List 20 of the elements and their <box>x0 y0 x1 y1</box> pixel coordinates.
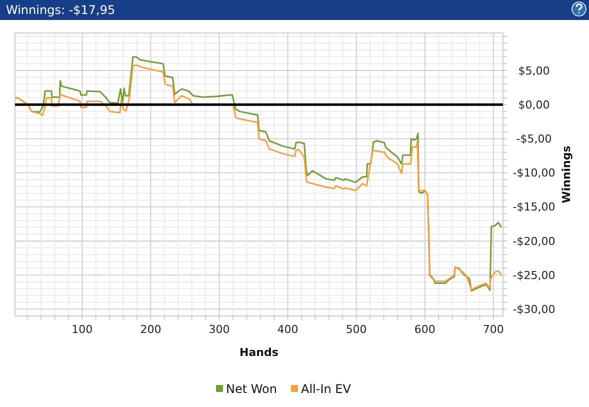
y-tick-label: $5,00 <box>518 64 550 78</box>
x-tick-label: 500 <box>346 323 367 336</box>
y-tick-label: -$25,00 <box>512 268 556 282</box>
legend-label: All-In EV <box>301 382 352 396</box>
x-tick-label: 600 <box>414 323 436 336</box>
x-tick-label: 700 <box>482 323 504 336</box>
x-tick-label: 100 <box>72 323 93 336</box>
legend-label: Net Won <box>226 382 277 396</box>
y-tick-label: -$20,00 <box>512 234 556 248</box>
x-tick-label: 200 <box>140 323 162 336</box>
x-tick-label: 400 <box>277 323 298 336</box>
y-tick-label: -$30,00 <box>512 303 556 316</box>
x-axis-title: Hands <box>240 346 279 359</box>
x-tick-label: 300 <box>208 323 230 336</box>
y-axis-title: Winnings <box>560 145 573 204</box>
y-tick-label: -$10,00 <box>512 166 556 180</box>
y-tick-label: $0,00 <box>518 98 550 112</box>
chart-title: Winnings: -$17,95 <box>6 3 116 17</box>
y-tick-label: -$5,00 <box>516 132 552 146</box>
y-tick-label: -$15,00 <box>512 200 556 214</box>
